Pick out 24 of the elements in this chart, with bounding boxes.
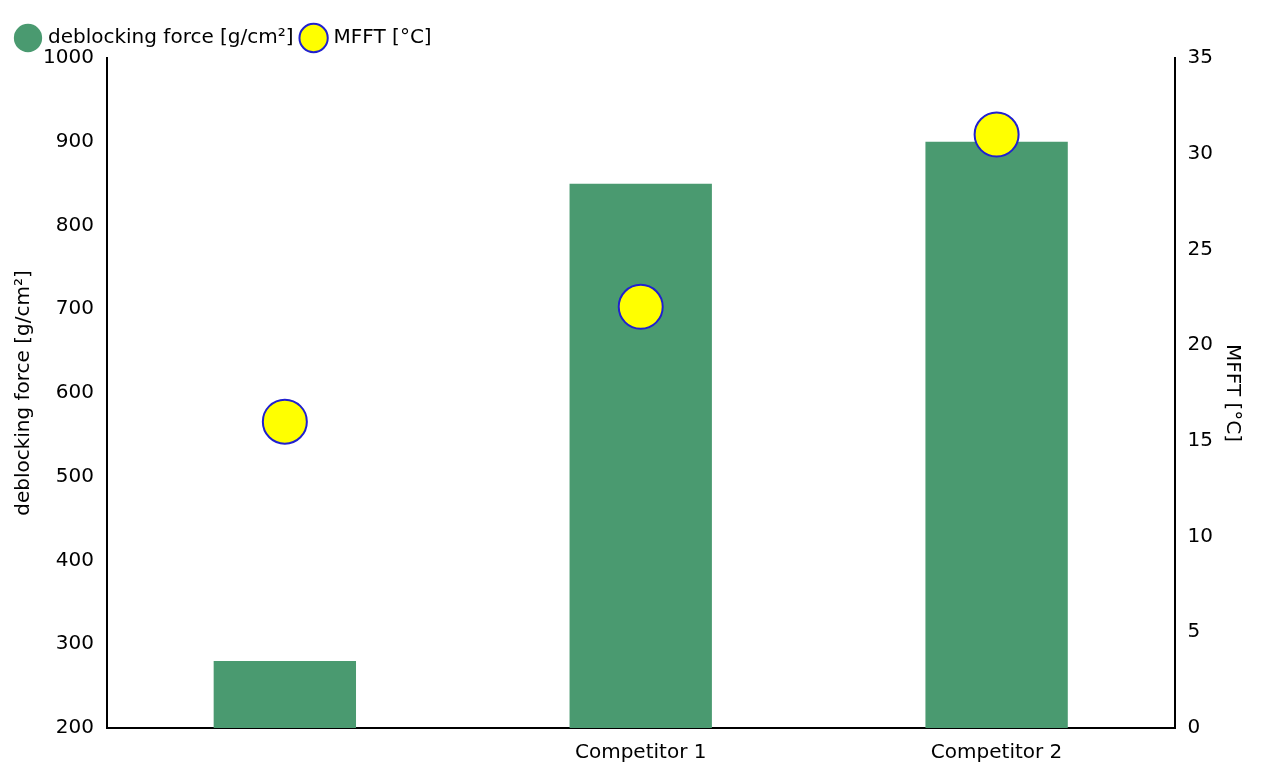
y-tick-label: 600 — [55, 379, 94, 404]
y-tick-label: 900 — [55, 127, 94, 152]
y2-tick-label: 15 — [1187, 427, 1213, 452]
point — [617, 283, 664, 330]
y2-tick-label: 10 — [1187, 522, 1213, 547]
y2-tick-label: 20 — [1187, 331, 1213, 356]
y2-tick-label: 30 — [1187, 139, 1213, 164]
y-tick-label: 200 — [55, 714, 94, 739]
y2-tick-label: 0 — [1187, 714, 1201, 739]
y2-tick-label: 25 — [1187, 235, 1213, 260]
y-axis-title: deblocking force [g/cm²] — [10, 270, 35, 516]
y2-tick-label: 5 — [1187, 618, 1201, 643]
y2-axis-title: MFFT [°C] — [1221, 343, 1246, 443]
x-tick-label: Competitor 1 — [574, 739, 707, 764]
y-tick-label: 400 — [55, 546, 94, 571]
y-tick-label: 500 — [55, 462, 94, 487]
legend-label: MFFT [°C] — [333, 24, 432, 49]
point — [261, 398, 308, 445]
y-tick-label: 700 — [55, 295, 94, 320]
x-tick-label: Competitor 2 — [930, 739, 1063, 764]
point — [973, 111, 1020, 158]
y-tick-label: 300 — [55, 630, 94, 655]
y-tick-label: 800 — [55, 211, 94, 236]
y2-tick-label: 35 — [1187, 44, 1213, 69]
